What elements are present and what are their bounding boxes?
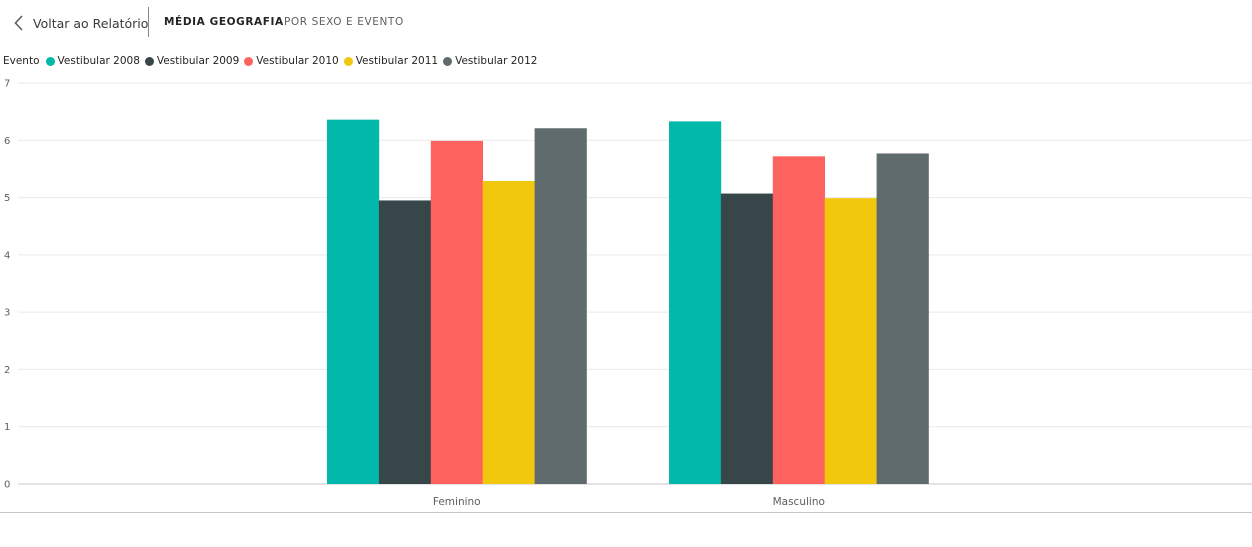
y-tick-label: 7 [4, 79, 10, 90]
bar[interactable]: Vestibular 2010 · Feminino: 5.99 [430, 140, 483, 484]
legend-title: Evento [3, 55, 40, 67]
bar[interactable]: Vestibular 2011 · Feminino: 5.29 [482, 180, 535, 485]
x-category-label: Feminino [433, 496, 481, 508]
bar[interactable]: Vestibular 2011 · Masculino: 4.99 [824, 198, 877, 484]
x-category-label: Masculino [773, 496, 825, 508]
bar[interactable]: Vestibular 2012 · Feminino: 6.21 [534, 128, 587, 484]
bar[interactable]: Vestibular 2009 · Feminino: 4.95 [378, 200, 432, 484]
tab-por-sexo-e-evento[interactable]: POR SEXO E EVENTO [284, 16, 404, 28]
y-tick-label: 1 [4, 422, 10, 433]
bar[interactable]: Vestibular 2009 · Masculino: 5.07 [720, 193, 774, 484]
chart-legend: Evento Vestibular 2008 Vestibular 2009 V… [3, 54, 542, 68]
y-tick-label: 4 [4, 250, 10, 261]
legend-label: Vestibular 2011 [355, 55, 439, 67]
y-tick-label: 5 [4, 193, 10, 204]
header-divider [148, 7, 149, 37]
chevron-left-icon [14, 15, 23, 31]
legend-item-vestibular-2010[interactable]: Vestibular 2010 [244, 55, 339, 67]
visual-bottom-border [0, 512, 1252, 513]
y-tick-label: 2 [4, 365, 10, 376]
legend-marker [244, 56, 254, 66]
y-tick-label: 6 [4, 136, 10, 147]
legend-marker [443, 56, 453, 66]
legend-item-vestibular-2008[interactable]: Vestibular 2008 [45, 55, 140, 67]
legend-label: Vestibular 2010 [256, 55, 339, 67]
legend-item-vestibular-2012[interactable]: Vestibular 2012 [443, 55, 537, 67]
bar[interactable]: Vestibular 2012 · Masculino: 5.77 [876, 153, 929, 484]
back-to-report-button[interactable]: Voltar ao Relatório [14, 12, 148, 34]
y-tick-label: 3 [4, 308, 10, 319]
legend-label: Vestibular 2012 [455, 55, 538, 67]
y-tick-label: 0 [4, 480, 10, 491]
top-navigation-bar: Voltar ao Relatório MÉDIA GEOGRAFIA POR … [0, 0, 1252, 44]
legend-label: Vestibular 2009 [156, 55, 240, 67]
legend-marker [343, 56, 353, 66]
bar[interactable]: Vestibular 2008 · Masculino: 6.33 [669, 121, 722, 484]
legend-label: Vestibular 2008 [57, 55, 140, 67]
legend-marker [144, 56, 154, 66]
back-to-report-label: Voltar ao Relatório [33, 15, 149, 31]
legend-marker [45, 56, 55, 66]
bar[interactable]: Vestibular 2010 · Masculino: 5.72 [772, 156, 825, 484]
tab-media-geografia[interactable]: MÉDIA GEOGRAFIA [164, 16, 284, 28]
bar[interactable]: Vestibular 2008 · Feminino: 6.36 [327, 119, 380, 485]
legend-item-vestibular-2009[interactable]: Vestibular 2009 [144, 55, 240, 67]
legend-item-vestibular-2011[interactable]: Vestibular 2011 [343, 55, 439, 67]
